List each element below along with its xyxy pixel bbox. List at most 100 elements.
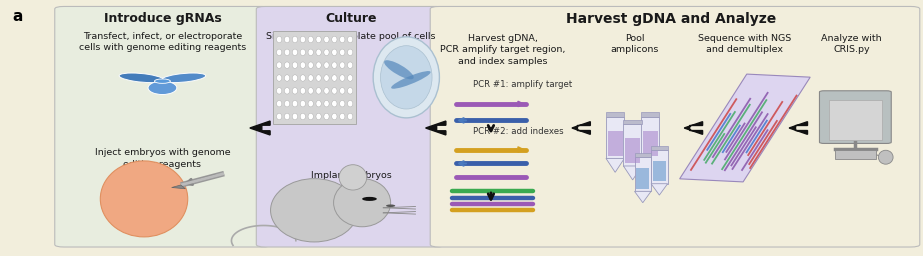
Ellipse shape — [316, 88, 321, 94]
Ellipse shape — [331, 75, 337, 81]
Bar — [641, 116, 659, 158]
FancyArrow shape — [684, 122, 702, 134]
Polygon shape — [641, 158, 659, 172]
Ellipse shape — [284, 36, 290, 43]
Text: PCR #1: amplify target: PCR #1: amplify target — [473, 80, 571, 89]
Text: Transfect, infect, or electroporate
cells with genome editing reagents: Transfect, infect, or electroporate cell… — [78, 32, 246, 52]
Ellipse shape — [277, 49, 282, 56]
Ellipse shape — [316, 75, 321, 81]
Ellipse shape — [293, 62, 297, 68]
Ellipse shape — [331, 49, 337, 56]
Ellipse shape — [300, 100, 306, 107]
Ellipse shape — [284, 88, 290, 94]
Ellipse shape — [373, 37, 439, 118]
Ellipse shape — [316, 49, 321, 56]
Ellipse shape — [119, 73, 163, 83]
Ellipse shape — [340, 113, 345, 120]
Ellipse shape — [324, 100, 330, 107]
Ellipse shape — [300, 62, 306, 68]
Ellipse shape — [348, 36, 353, 43]
Bar — [623, 120, 641, 124]
Bar — [641, 112, 659, 116]
Bar — [636, 168, 649, 189]
Ellipse shape — [284, 113, 290, 120]
Text: Pool
amplicons: Pool amplicons — [610, 34, 659, 55]
Ellipse shape — [339, 165, 366, 190]
Bar — [625, 138, 640, 163]
Ellipse shape — [308, 75, 313, 81]
Ellipse shape — [340, 88, 345, 94]
Circle shape — [386, 205, 395, 207]
Text: Introduce gRNAs: Introduce gRNAs — [103, 12, 222, 25]
Ellipse shape — [293, 75, 297, 81]
Bar — [608, 131, 622, 156]
Ellipse shape — [316, 100, 321, 107]
Bar — [634, 154, 651, 157]
Ellipse shape — [277, 75, 282, 81]
Ellipse shape — [308, 36, 313, 43]
Bar — [642, 131, 657, 156]
FancyBboxPatch shape — [820, 91, 892, 143]
Ellipse shape — [324, 113, 330, 120]
Ellipse shape — [293, 49, 297, 56]
Ellipse shape — [340, 100, 345, 107]
Text: Culture: Culture — [325, 12, 377, 25]
Circle shape — [362, 197, 377, 201]
Ellipse shape — [348, 113, 353, 120]
Ellipse shape — [148, 81, 177, 94]
Text: Implant embryos: Implant embryos — [311, 171, 391, 180]
Ellipse shape — [331, 100, 337, 107]
Polygon shape — [172, 185, 186, 189]
Text: Sequence with NGS
and demultiplex: Sequence with NGS and demultiplex — [699, 34, 792, 55]
Ellipse shape — [293, 36, 297, 43]
Ellipse shape — [331, 113, 337, 120]
Ellipse shape — [879, 150, 893, 164]
Ellipse shape — [308, 100, 313, 107]
Ellipse shape — [384, 60, 414, 79]
Ellipse shape — [348, 75, 353, 81]
Ellipse shape — [324, 36, 330, 43]
Text: PCR #2: add indexes: PCR #2: add indexes — [473, 127, 563, 136]
Ellipse shape — [340, 36, 345, 43]
Ellipse shape — [333, 179, 390, 227]
Ellipse shape — [162, 73, 206, 83]
Bar — [829, 100, 882, 140]
FancyBboxPatch shape — [430, 6, 920, 247]
Polygon shape — [606, 158, 624, 172]
Ellipse shape — [277, 100, 282, 107]
Bar — [835, 150, 876, 159]
Ellipse shape — [277, 88, 282, 94]
FancyArrow shape — [572, 122, 591, 134]
Bar — [273, 30, 355, 124]
Ellipse shape — [316, 113, 321, 120]
Ellipse shape — [380, 46, 432, 109]
Text: Harvest gDNA and Analyze: Harvest gDNA and Analyze — [566, 12, 776, 26]
Ellipse shape — [300, 113, 306, 120]
Ellipse shape — [324, 49, 330, 56]
Ellipse shape — [331, 62, 337, 68]
Ellipse shape — [277, 36, 282, 43]
Ellipse shape — [308, 49, 313, 56]
Ellipse shape — [324, 75, 330, 81]
Ellipse shape — [300, 49, 306, 56]
FancyArrow shape — [789, 122, 808, 134]
Ellipse shape — [300, 36, 306, 43]
Bar — [606, 112, 624, 116]
Ellipse shape — [316, 62, 321, 68]
Ellipse shape — [308, 62, 313, 68]
Text: Single cell sort or plate pool of cells: Single cell sort or plate pool of cells — [267, 32, 436, 41]
FancyBboxPatch shape — [257, 6, 445, 247]
Ellipse shape — [340, 49, 345, 56]
Ellipse shape — [277, 62, 282, 68]
Ellipse shape — [340, 75, 345, 81]
Ellipse shape — [270, 179, 358, 242]
Ellipse shape — [300, 75, 306, 81]
FancyArrow shape — [250, 121, 270, 135]
Text: Harvest gDNA,
PCR amplify target region,
and index samples: Harvest gDNA, PCR amplify target region,… — [440, 34, 566, 66]
Ellipse shape — [324, 88, 330, 94]
Ellipse shape — [348, 49, 353, 56]
Ellipse shape — [348, 100, 353, 107]
Circle shape — [154, 79, 171, 83]
Ellipse shape — [284, 75, 290, 81]
Ellipse shape — [284, 100, 290, 107]
